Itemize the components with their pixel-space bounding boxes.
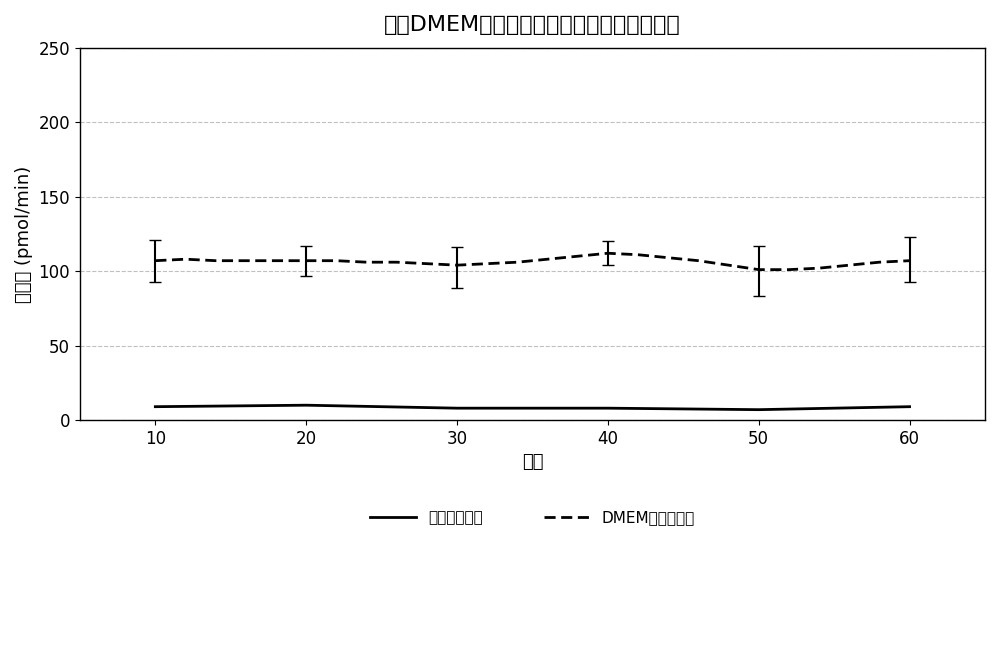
DMEM高糖培养液 — [330, 257, 342, 265]
Line: 无线粒体转移: 无线粒体转移 — [155, 405, 910, 409]
DMEM高糖培养液 — [904, 257, 916, 265]
DMEM高糖培养液 — [692, 257, 704, 265]
DMEM高糖培养液 — [391, 258, 403, 266]
DMEM高糖培养液 — [481, 260, 493, 267]
无线粒体转移 — [753, 405, 765, 413]
DMEM高糖培养液 — [270, 257, 282, 265]
DMEM高糖培养液 — [753, 266, 765, 273]
无线粒体转移 — [451, 404, 463, 412]
无线粒体转移 — [149, 403, 161, 411]
DMEM高糖培养液 — [632, 251, 644, 259]
Title: 通过DMEM培养液转移线粒体后的细胞耗氧率: 通过DMEM培养液转移线粒体后的细胞耗氧率 — [384, 15, 681, 35]
无线粒体转移 — [300, 402, 312, 409]
DMEM高糖培养液 — [240, 257, 252, 265]
DMEM高糖培养液 — [361, 258, 373, 266]
DMEM高糖培养液 — [542, 255, 554, 263]
DMEM高糖培养液 — [572, 252, 584, 260]
DMEM高糖培养液 — [843, 261, 855, 269]
DMEM高糖培养液 — [723, 261, 735, 269]
DMEM高糖培养液 — [873, 258, 885, 266]
DMEM高糖培养液 — [300, 257, 312, 265]
Legend: 无线粒体转移, DMEM高糖培养液: 无线粒体转移, DMEM高糖培养液 — [364, 504, 701, 532]
DMEM高糖培养液 — [179, 255, 191, 263]
DMEM高糖培养液 — [783, 266, 795, 273]
DMEM高糖培养液 — [421, 260, 433, 267]
Y-axis label: 耗氧率 (pmol/min): 耗氧率 (pmol/min) — [15, 165, 33, 303]
DMEM高糖培养液 — [210, 257, 222, 265]
DMEM高糖培养液 — [813, 264, 825, 272]
无线粒体转移 — [602, 404, 614, 412]
DMEM高糖培养液 — [662, 254, 674, 262]
DMEM高糖培养液 — [511, 258, 523, 266]
DMEM高糖培养液 — [602, 249, 614, 257]
DMEM高糖培养液 — [149, 257, 161, 265]
X-axis label: 时间: 时间 — [522, 453, 543, 472]
DMEM高糖培养液 — [451, 261, 463, 269]
无线粒体转移 — [904, 403, 916, 411]
Line: DMEM高糖培养液: DMEM高糖培养液 — [155, 253, 910, 269]
